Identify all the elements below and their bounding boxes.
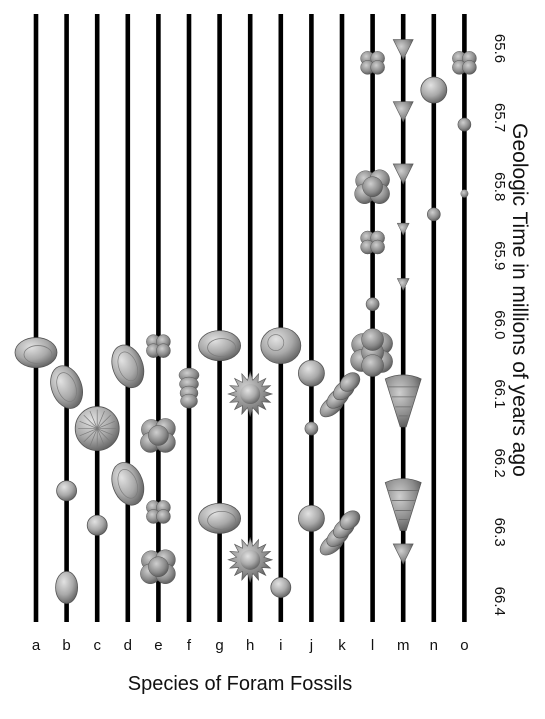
fossil-l (354, 169, 390, 204)
fossil-l (360, 230, 385, 255)
fossil-b (56, 480, 77, 502)
species-label-d: d (124, 637, 132, 654)
time-tick-label: 65.6 (491, 34, 508, 63)
fossil-h (227, 536, 274, 583)
x-axis-title: Species of Foram Fossils (128, 673, 353, 695)
fossil-b (55, 571, 78, 604)
species-labels: a b c d e f g h i j k l m n o (32, 637, 469, 654)
fossil-d (111, 344, 145, 389)
species-label-j: j (309, 637, 313, 654)
fossil-o (460, 189, 469, 198)
fossil-m (392, 39, 414, 61)
fossil-f (178, 367, 200, 409)
fossil-j (297, 359, 325, 387)
fossil-n (420, 76, 448, 104)
species-label-e: e (154, 637, 162, 654)
species-label-b: b (62, 637, 70, 654)
species-label-n: n (430, 637, 438, 654)
time-tick-label: 65.9 (491, 241, 508, 270)
time-tick-label: 66.2 (491, 448, 508, 477)
time-tick-label: 66.1 (491, 379, 508, 408)
fossil-m (384, 374, 422, 428)
species-label-i: i (279, 637, 282, 654)
fossil-h (227, 371, 274, 417)
species-label-k: k (338, 637, 346, 654)
species-label-o: o (460, 637, 468, 654)
fossil-g (198, 330, 242, 362)
fossil-m (392, 101, 414, 123)
fossil-a (14, 337, 58, 368)
fossil-m (384, 478, 422, 531)
fossil-e (140, 418, 176, 453)
species-label-c: c (93, 637, 101, 654)
time-tick-label: 65.7 (491, 103, 508, 132)
fossil-e (140, 549, 176, 584)
fossil-o (457, 117, 472, 132)
fossil-l (360, 51, 385, 75)
fossil-d (111, 462, 145, 506)
fossil-markers (14, 39, 477, 604)
fossil-i (270, 577, 292, 598)
fossil-b (50, 365, 83, 409)
fossil-n (426, 207, 441, 222)
fossil-m (396, 222, 410, 236)
time-tick-label: 66.3 (491, 518, 508, 547)
fossil-c (86, 514, 108, 536)
time-tick-label: 66.0 (491, 310, 508, 339)
time-tick-labels: 65.6 65.7 65.8 65.9 66.0 66.1 66.2 66.3 66.4 (491, 34, 508, 616)
time-tick-label: 65.8 (491, 172, 508, 201)
species-label-f: f (187, 637, 192, 654)
fossil-j (304, 421, 319, 436)
species-label-h: h (246, 637, 254, 654)
fossil-k (319, 372, 361, 418)
fossil-e (146, 334, 171, 358)
species-label-a: a (32, 637, 41, 654)
species-label-m: m (397, 637, 410, 654)
y-axis-title: Geologic Time in millions of years ago (508, 123, 531, 477)
fossil-e (146, 500, 171, 524)
fossil-c (74, 406, 120, 451)
fossil-m (392, 163, 414, 185)
fossil-l (350, 328, 393, 377)
fossil-g (198, 502, 242, 534)
fossil-k (319, 510, 361, 556)
fossil-m (396, 278, 410, 292)
species-label-g: g (215, 637, 223, 654)
fossil-o (452, 51, 477, 75)
fossil-m (392, 543, 414, 565)
time-tick-label: 66.4 (491, 587, 508, 616)
fossil-j (297, 504, 325, 532)
fossil-l (365, 297, 380, 311)
species-label-l: l (371, 637, 374, 654)
fossil-i (260, 327, 302, 365)
